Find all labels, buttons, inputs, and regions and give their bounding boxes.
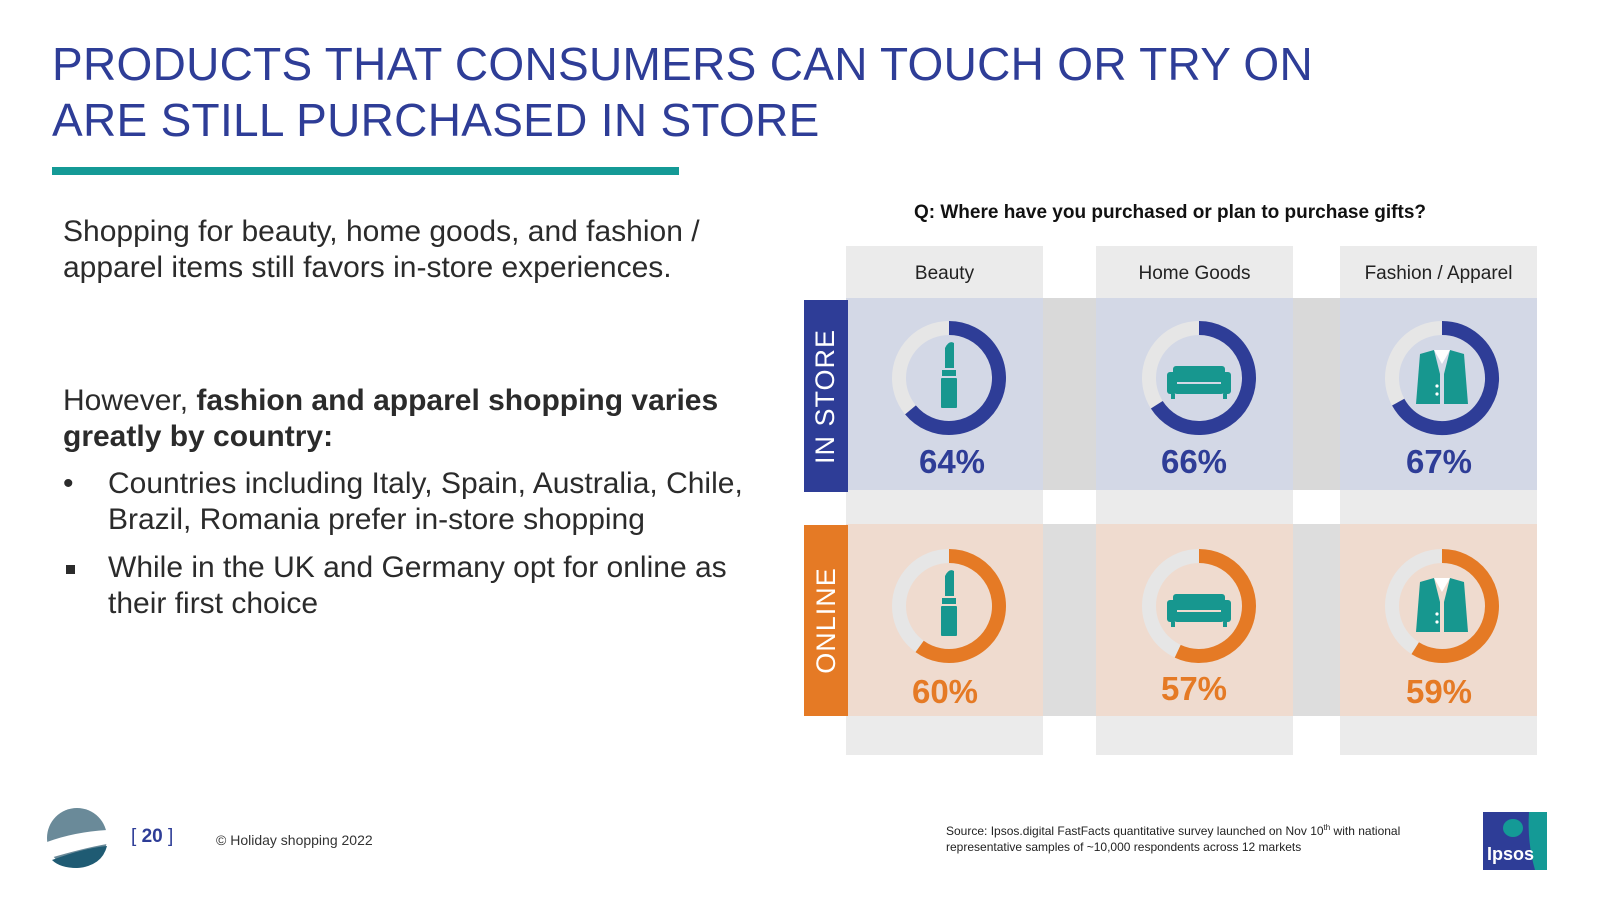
column-header-beauty: Beauty [914, 263, 975, 284]
value-label-online-beauty: 60% [911, 673, 979, 710]
value-label-in-store-fashion: 67% [1405, 443, 1473, 480]
value-label-online-fashion: 59% [1405, 673, 1473, 710]
page-number: [ 20 ] [131, 826, 174, 847]
title-underline [52, 167, 679, 175]
bullet-text: Countries including Italy, Spain, Austra… [108, 467, 743, 536]
ipsos-logo-text: Ipsos [1487, 844, 1535, 864]
slide-title-line-2: ARE STILL PURCHASED IN STORE [52, 94, 820, 146]
intro-paragraph: Shopping for beauty, home goods, and fas… [63, 215, 700, 284]
row-label-in-store-text: IN STORE [810, 328, 841, 464]
row-label-in-store: IN STORE [804, 300, 848, 492]
slide-title-line-1: PRODUCTS THAT CONSUMERS CAN TOUCH OR TRY… [52, 38, 1314, 90]
source-note: Source: Ipsos.digital FastFacts quantita… [946, 820, 1466, 855]
fashion-paragraph: However, fashion and apparel shopping va… [63, 383, 753, 455]
bullet-square [66, 565, 75, 574]
column-header-fashion: Fashion / Apparel [1364, 263, 1513, 284]
bullet-text: While in the UK and Germany opt for onli… [108, 551, 727, 620]
slide-title: PRODUCTS THAT CONSUMERS CAN TOUCH OR TRY… [52, 36, 1352, 148]
ipsos-logo-mark [1483, 812, 1547, 870]
presentation-logo [47, 808, 107, 868]
value-label-online-home-goods: 57% [1160, 670, 1228, 707]
copyright-text: © Holiday shopping 2022 [216, 832, 373, 848]
source-note-text-end: with national representative samples of … [946, 824, 1401, 854]
value-label-in-store-home-goods: 66% [1160, 443, 1228, 480]
ipsos-logo: Ipsos [1483, 812, 1547, 872]
page-number-value: 20 [141, 826, 163, 847]
bullet-dot: • [63, 467, 74, 500]
bullet-item: While in the UK and Germany opt for onli… [63, 550, 743, 622]
country-bullet-list: • Countries including Italy, Spain, Austr… [63, 466, 743, 634]
row-label-online: ONLINE [804, 525, 848, 716]
fashion-paragraph-prefix: However, [63, 384, 197, 417]
column-header-home-goods: Home Goods [1138, 263, 1251, 284]
value-label-in-store-beauty: 64% [918, 443, 986, 480]
fashion-paragraph-emphasis: fashion and apparel shopping varies grea… [63, 384, 719, 453]
bullet-item: • Countries including Italy, Spain, Austr… [63, 466, 743, 538]
row-label-online-text: ONLINE [810, 567, 841, 674]
chart-question: Q: Where have you purchased or plan to p… [913, 202, 1427, 223]
source-note-text: Source: Ipsos.digital FastFacts quantita… [946, 824, 1324, 838]
source-note-superscript: th [1323, 823, 1331, 832]
